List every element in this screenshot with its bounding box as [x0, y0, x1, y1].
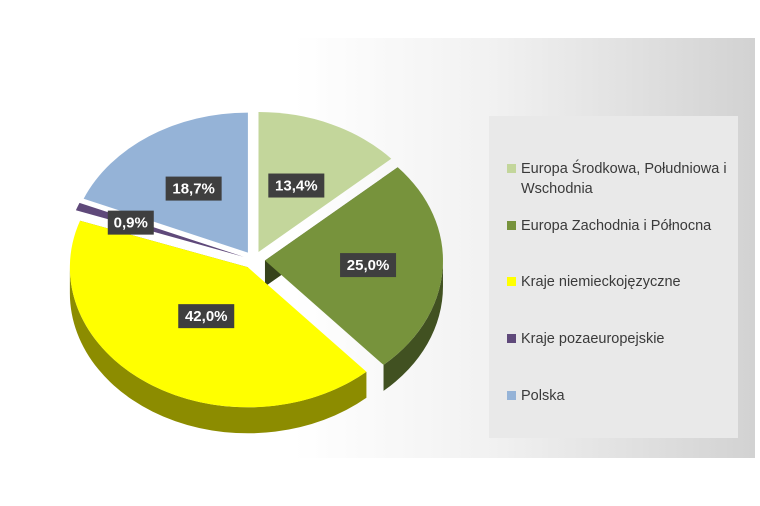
- data-label-box: [340, 253, 397, 278]
- data-label: 0,9%: [114, 215, 148, 232]
- pie-slice: [258, 111, 392, 252]
- legend-item: Polska: [507, 386, 731, 406]
- data-labels: 13,4% 25,0% 42,0% 0,9% 18,7%: [107, 173, 397, 329]
- legend-swatch: [507, 164, 516, 173]
- legend-label: Polska: [521, 388, 565, 404]
- data-label: 42,0%: [185, 308, 228, 325]
- data-label: 25,0%: [347, 257, 390, 274]
- legend-swatch: [507, 277, 516, 286]
- legend-swatch: [507, 221, 516, 230]
- legend-item: Kraje pozaeuropejskie: [507, 329, 731, 349]
- slice-side: [383, 260, 443, 391]
- data-label: 18,7%: [172, 181, 215, 198]
- data-label-box: [268, 173, 325, 198]
- legend-item: Europa Środkowa, Południowa i Wschodnia: [507, 159, 731, 199]
- legend-item: Kraje niemieckojęzyczne: [507, 272, 731, 292]
- data-label: 13,4%: [275, 178, 318, 195]
- data-label-box: [165, 176, 222, 201]
- data-label-box: [178, 304, 235, 329]
- chart-area: 13,4% 25,0% 42,0% 0,9% 18,7% Europa Środkowa…: [11, 38, 755, 458]
- legend-swatch: [507, 334, 516, 343]
- legend-label: Europa Środkowa, Południowa i Wschodnia: [521, 161, 727, 197]
- pie-chart: 13,4% 25,0% 42,0% 0,9% 18,7%: [69, 111, 443, 434]
- slice-side: [69, 267, 367, 434]
- legend-label: Kraje pozaeuropejskie: [521, 331, 665, 347]
- data-label-box: [107, 210, 154, 235]
- legend-swatch: [507, 391, 516, 400]
- legend-label: Europa Zachodnia i Północna: [521, 218, 712, 234]
- legend: Europa Środkowa, Południowa i Wschodnia …: [489, 116, 738, 438]
- legend-item: Europa Zachodnia i Północna: [507, 216, 731, 236]
- legend-label: Kraje niemieckojęzyczne: [521, 274, 681, 290]
